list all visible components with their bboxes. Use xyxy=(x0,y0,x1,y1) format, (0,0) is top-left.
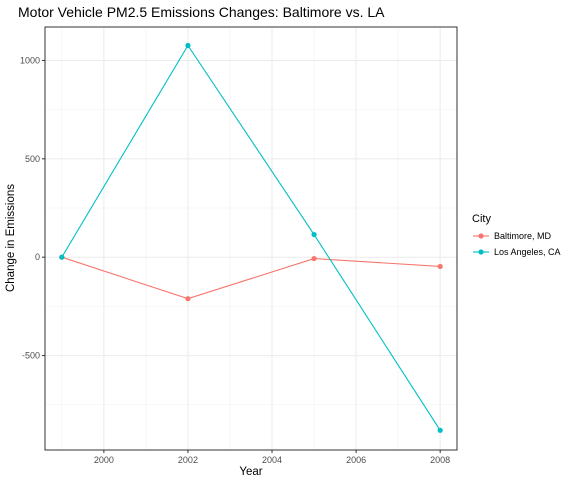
series-line xyxy=(61,256,441,300)
y-tick-label: 0 xyxy=(35,252,40,262)
data-point xyxy=(185,42,191,49)
legend: City Baltimore, MD Los Angeles, CA xyxy=(472,213,561,257)
grid-layer xyxy=(45,27,457,450)
y-axis-title: Change in Emissions xyxy=(5,184,17,292)
y-tick-label: 1000 xyxy=(20,55,40,65)
legend-point xyxy=(478,233,484,239)
legend-point xyxy=(478,249,484,255)
y-tick-label: -500 xyxy=(22,351,40,361)
data-point xyxy=(311,255,317,262)
data-point xyxy=(185,296,191,302)
data-point xyxy=(437,263,443,270)
data-point xyxy=(311,231,317,238)
series-line xyxy=(61,44,441,431)
x-tick-label: 2000 xyxy=(94,455,114,465)
x-tick-label: 2002 xyxy=(178,455,198,465)
data-point xyxy=(59,254,65,260)
x-axis-title: Year xyxy=(239,466,262,478)
legend-title: City xyxy=(472,213,491,225)
x-tick-label: 2006 xyxy=(346,455,366,465)
y-tick-label: 500 xyxy=(25,154,40,164)
chart-title: Motor Vehicle PM2.5 Emissions Changes: B… xyxy=(18,4,385,20)
data-point xyxy=(437,427,443,433)
x-tick-label: 2004 xyxy=(262,455,282,465)
x-tick-label: 2008 xyxy=(430,455,450,465)
legend-label: Baltimore, MD xyxy=(494,231,552,241)
tick-layer: 2000 2002 2004 2006 2008 -500 0 500 1000 xyxy=(20,55,450,465)
plot-panel xyxy=(45,27,457,450)
legend-label: Los Angeles, CA xyxy=(494,247,561,257)
series-layer xyxy=(59,42,443,433)
plot-border xyxy=(44,26,458,451)
